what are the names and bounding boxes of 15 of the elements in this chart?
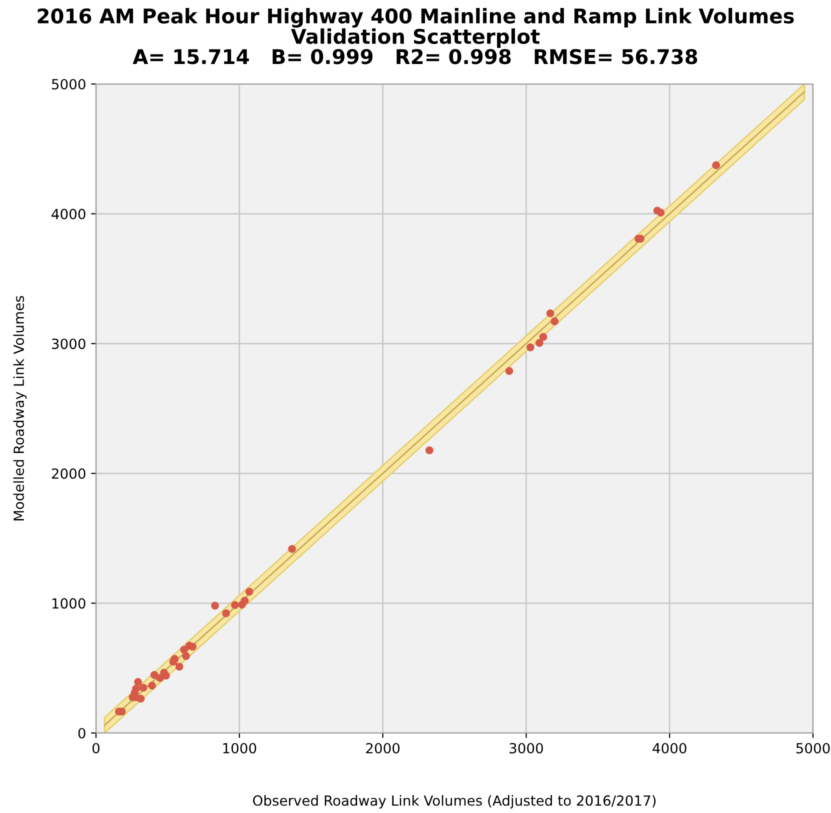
- y-tick-label: 2000: [52, 468, 86, 479]
- x-axis-title: Observed Roadway Link Volumes (Adjusted to 2016/2017): [253, 795, 656, 808]
- y-tick-label: 0: [78, 728, 86, 738]
- y-tick-label: 4000: [52, 208, 86, 220]
- x-tick-label: 5000: [796, 742, 830, 754]
- y-tick-label: 5000: [52, 78, 86, 90]
- y-tick-label: 1000: [52, 598, 86, 609]
- x-tick-label: 0: [92, 742, 100, 754]
- x-tick-label: 4000: [652, 742, 686, 754]
- x-tick-label: 3000: [510, 742, 543, 754]
- chart-title: 2016 AM Peak Hour Highway 400 Mainline and Ramp Link Volumes Validation Scatterplot A= 15.714 B= 0.999 R2= 0.998 RMSE= 56.738: [38, 8, 794, 64]
- y-tick-label: 3000: [52, 338, 86, 350]
- y-axis-title: Modelled Roadway Link Volumes: [13, 296, 27, 520]
- x-tick-label: 2000: [366, 742, 400, 754]
- x-tick-label: 1000: [223, 742, 256, 754]
